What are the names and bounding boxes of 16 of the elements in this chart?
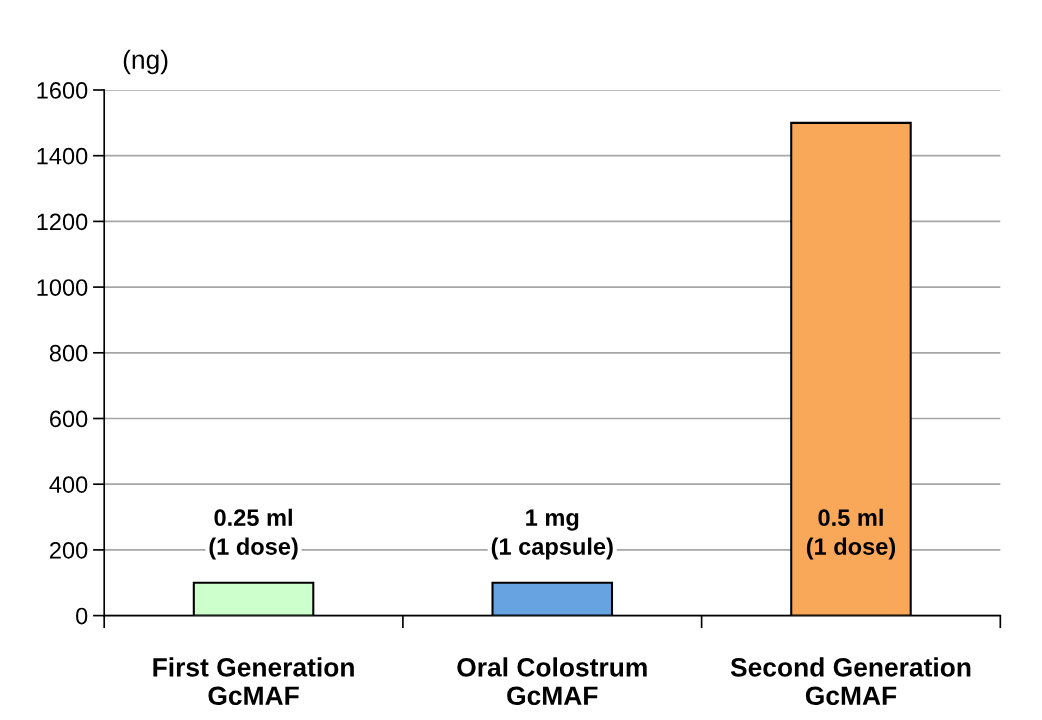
annotation: 0.25 ml (1 dose): [209, 508, 298, 560]
y-tick-label: 1000: [37, 279, 88, 296]
y-tick-label: 200: [50, 541, 88, 559]
annotation: 0.5 ml (1 dose): [806, 508, 896, 560]
y-tick-label: 1400: [37, 147, 88, 165]
y-tick-label: 400: [49, 476, 88, 493]
y-tick-label: 600: [50, 410, 88, 428]
annotation: 1 mg (1 capsule): [491, 509, 613, 560]
y-tick-label: 800: [49, 344, 88, 362]
x-tick-label: Second Generation GcMAF: [730, 657, 971, 706]
y-tick-label: 0: [76, 607, 88, 625]
x-tick-label: Oral Colostrum GcMAF: [457, 657, 647, 706]
y-axis-title: (ng): [123, 49, 168, 75]
y-tick-label: 1200: [37, 213, 88, 231]
y-tick-label: 1600: [37, 82, 88, 99]
x-tick-label: First Generation GcMAF: [153, 657, 354, 706]
